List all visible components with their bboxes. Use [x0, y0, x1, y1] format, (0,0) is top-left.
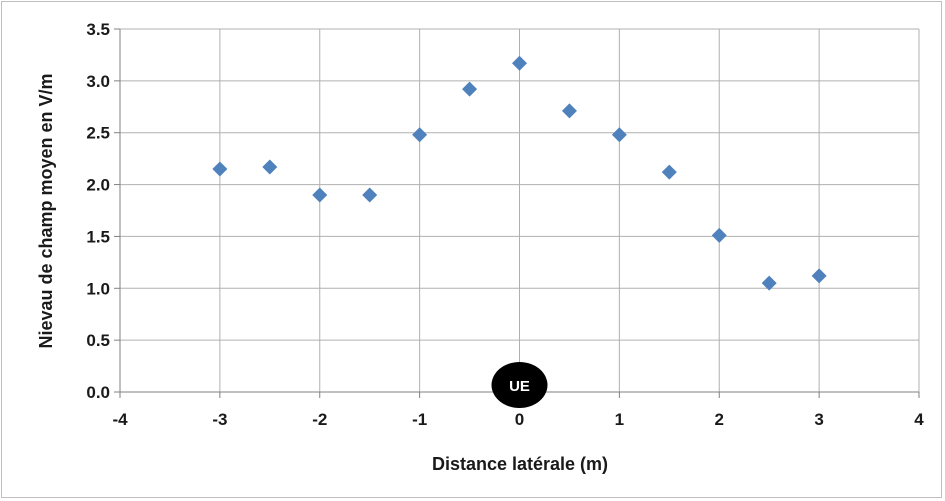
annotations: UE [492, 362, 548, 408]
data-point [512, 56, 527, 71]
data-point [262, 159, 277, 174]
x-tick-label: -1 [412, 410, 427, 429]
x-tick-label: 4 [914, 410, 924, 429]
data-point [412, 127, 427, 142]
y-tick-label: 3.5 [86, 20, 110, 39]
ue-marker-label: UE [509, 378, 530, 395]
x-tick-label: 1 [615, 410, 624, 429]
x-tick-label: -2 [312, 410, 327, 429]
x-tick-label: 0 [515, 410, 524, 429]
grid-lines [120, 29, 919, 392]
axes [114, 29, 919, 398]
x-tick-label: 3 [814, 410, 823, 429]
x-tick-label: -4 [112, 410, 128, 429]
data-point [562, 103, 577, 118]
data-point [212, 162, 227, 177]
data-point [312, 187, 327, 202]
data-point [712, 228, 727, 243]
y-tick-label: 3.0 [86, 72, 110, 91]
x-tick-label: -3 [212, 410, 227, 429]
y-tick-label: 1.0 [86, 279, 110, 298]
y-tick-label: 0.0 [86, 383, 110, 402]
data-point [812, 268, 827, 283]
y-tick-label: 0.5 [86, 331, 110, 350]
data-point [362, 187, 377, 202]
data-point [462, 82, 477, 97]
data-point [612, 127, 627, 142]
y-tick-label: 1.5 [86, 227, 110, 246]
y-axis-label: Nievau de champ moyen en V/m [36, 73, 56, 348]
x-axis-label: Distance latérale (m) [432, 454, 608, 474]
y-tick-labels: 0.0 0.5 1.0 1.5 2.0 2.5 3.0 3.5 [86, 20, 110, 402]
y-tick-label: 2.5 [86, 124, 110, 143]
y-tick-label: 2.0 [86, 176, 110, 195]
x-tick-labels: -4 -3 -2 -1 0 1 2 3 4 [112, 410, 924, 429]
data-point [662, 165, 677, 180]
x-tick-label: 2 [715, 410, 724, 429]
